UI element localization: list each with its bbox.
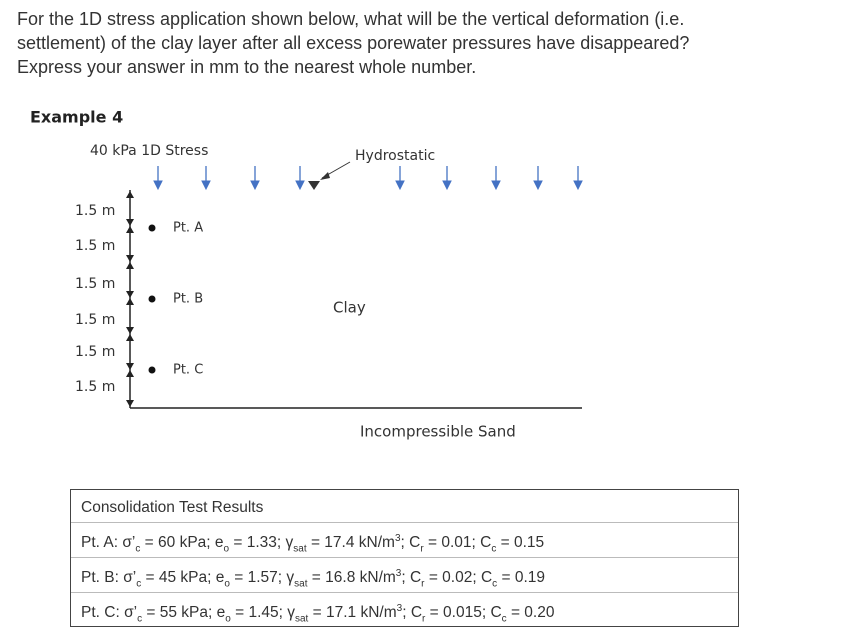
arrowhead — [395, 180, 405, 191]
point-dot — [148, 366, 156, 374]
dim-head — [126, 400, 134, 407]
dim-head — [126, 334, 134, 341]
arrowhead — [491, 180, 501, 191]
question-line: settlement) of the clay layer after all … — [17, 33, 690, 53]
point-label: Pt. C — [173, 363, 203, 378]
row-text: = 0.02; C — [424, 569, 493, 587]
depth-label: 1.5 m — [75, 203, 115, 219]
row-text: r — [420, 543, 424, 555]
row-text: c — [491, 543, 497, 555]
dim-head — [126, 363, 134, 370]
arrowhead — [201, 180, 211, 191]
depth-label: 1.5 m — [75, 379, 115, 395]
row-text: = 0.19 — [497, 569, 545, 587]
arrowhead — [533, 180, 543, 191]
dim-head — [126, 262, 134, 269]
arrowhead — [250, 180, 260, 191]
row-text: = 45 kPa; e — [141, 569, 225, 587]
arrowhead — [573, 180, 583, 191]
layer-label: Clay — [333, 299, 366, 317]
row-text: = 0.01; C — [423, 534, 492, 552]
row-text: 3 — [394, 533, 401, 544]
diagram: Example 4 40 kPa 1D Stress Hydrostatic C… — [30, 108, 583, 441]
row-text: o — [224, 578, 230, 590]
question-line: For the 1D stress application shown belo… — [17, 9, 685, 29]
table-rule — [71, 522, 738, 523]
row-text: c — [492, 578, 498, 590]
dim-head — [126, 226, 134, 233]
water-label: Hydrostatic — [355, 148, 435, 164]
stress-arrows — [153, 166, 583, 191]
point-dot — [148, 295, 156, 303]
row-text: o — [223, 543, 230, 555]
dim-head — [126, 219, 134, 226]
arrowhead — [442, 180, 452, 191]
dim-head — [126, 298, 134, 305]
point-label: Pt. B — [173, 292, 203, 307]
row-text: r — [422, 613, 426, 625]
row-text: c — [136, 578, 142, 590]
arrowhead — [153, 180, 163, 191]
row-text: Pt. C: σ’ — [81, 604, 138, 622]
depth-label: 1.5 m — [75, 344, 115, 360]
row-text: c — [137, 613, 143, 625]
row-text: = 60 kPa; e — [140, 534, 224, 552]
dimension-arrows — [126, 191, 134, 407]
row-text: = 1.33; γ — [229, 534, 294, 552]
dim-head — [126, 291, 134, 298]
row-text: 3 — [396, 603, 403, 614]
row-text: sat — [294, 578, 308, 590]
row-text: = 0.015; C — [425, 604, 502, 622]
row-text: = 1.45; γ — [230, 604, 295, 622]
example-title: Example 4 — [30, 108, 123, 127]
stress-label: 40 kPa 1D Stress — [90, 143, 208, 159]
point-label: Pt. A — [173, 221, 203, 236]
row-text: Pt. B: σ’ — [81, 569, 137, 587]
dim-head — [126, 255, 134, 262]
row-text: ; C — [401, 569, 422, 587]
water-symbol — [308, 181, 320, 190]
table-row: Pt. C: σ’c = 55 kPa; eo = 1.45; γsat = 1… — [81, 603, 554, 624]
leader-arrowhead — [320, 172, 330, 180]
row-text: = 16.8 kN/m — [307, 569, 396, 587]
depth-label: 1.5 m — [75, 238, 115, 254]
row-text: sat — [293, 543, 307, 555]
point-dot — [148, 224, 156, 232]
row-text: = 17.1 kN/m — [308, 604, 397, 622]
table-row: Pt. B: σ’c = 45 kPa; eo = 1.57; γsat = 1… — [81, 568, 545, 589]
dim-head — [126, 327, 134, 334]
row-text: ; C — [400, 534, 421, 552]
depth-label: 1.5 m — [75, 312, 115, 328]
row-text: ; C — [402, 604, 423, 622]
row-text: c — [135, 543, 141, 555]
row-text: = 17.4 kN/m — [306, 534, 395, 552]
row-text: = 0.20 — [506, 604, 555, 622]
row-text: = 1.57; γ — [229, 569, 295, 587]
dim-head — [126, 191, 134, 198]
results-table: Consolidation Test Results Pt. A: σ’c = … — [70, 489, 739, 627]
row-text: Pt. A: σ’ — [81, 534, 136, 552]
row-text: 3 — [395, 568, 402, 579]
table-rule — [71, 557, 738, 558]
row-text: c — [501, 613, 507, 625]
base-label: Incompressible Sand — [360, 423, 516, 441]
row-text: r — [421, 578, 425, 590]
row-text: sat — [295, 613, 309, 625]
question-line: Express your answer in mm to the nearest… — [17, 57, 477, 77]
dim-head — [126, 370, 134, 377]
depth-label: 1.5 m — [75, 276, 115, 292]
table-rule — [71, 592, 738, 593]
arrowhead — [295, 180, 305, 191]
table-row: Pt. A: σ’c = 60 kPa; eo = 1.33; γsat = 1… — [81, 533, 544, 554]
row-text: o — [225, 613, 231, 625]
table-title: Consolidation Test Results — [81, 499, 264, 516]
row-text: = 55 kPa; e — [142, 604, 226, 622]
row-text: = 0.15 — [496, 534, 545, 552]
